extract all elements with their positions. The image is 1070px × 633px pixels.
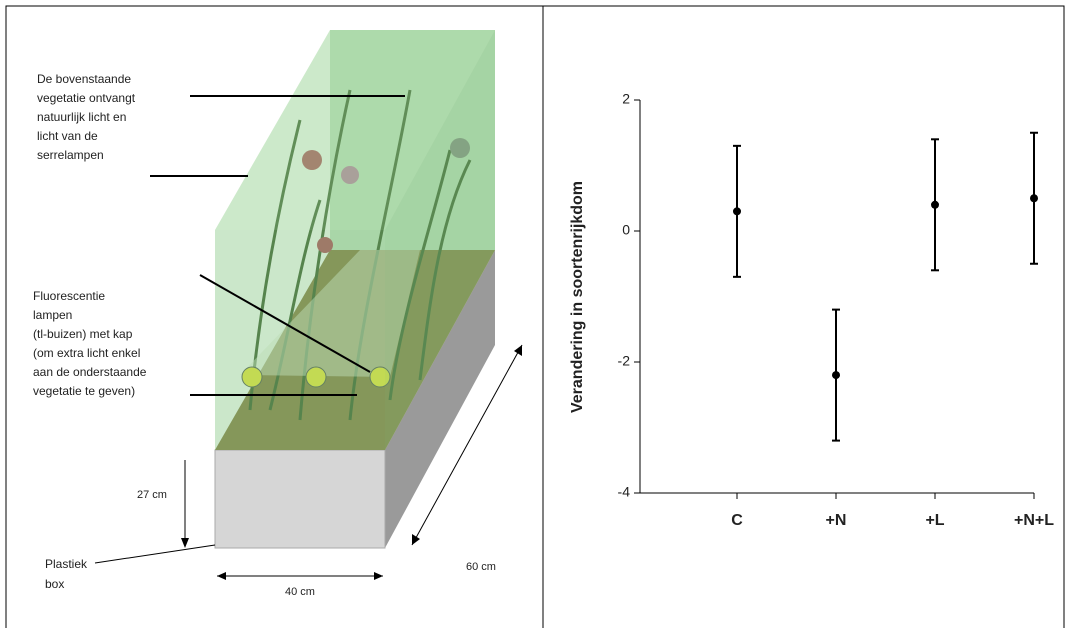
arrow-head: [181, 538, 189, 548]
arrow-head: [217, 572, 226, 580]
point: [733, 207, 741, 215]
label-line: serrelampen: [37, 148, 104, 162]
arrow-head: [514, 345, 522, 356]
y-axis-label: Verandering in soortenrijkdom: [569, 181, 586, 413]
x-tick-label: +N: [826, 512, 847, 529]
y-tick-label: 0: [622, 222, 630, 238]
point: [1030, 194, 1038, 202]
page: De bovenstaande vegetatie ontvangt natuu…: [0, 0, 1070, 633]
x-tick-label: C: [731, 512, 743, 529]
dimension: 60 cm: [466, 561, 496, 573]
frame: [6, 6, 1064, 628]
x-tick-label: +L: [925, 512, 944, 529]
y-tick-label: -4: [618, 484, 631, 500]
arrow-head: [374, 572, 383, 580]
y-tick-label: 2: [622, 91, 630, 107]
label-line: Plastiek: [45, 557, 88, 571]
y-tick-label: -2: [618, 353, 631, 369]
dimension: 27 cm: [137, 489, 167, 501]
label-line: De bovenstaande: [37, 72, 131, 86]
glass-front: [215, 230, 385, 450]
label-line: (om extra licht enkel: [33, 346, 140, 360]
label-line: Fluorescentie: [33, 289, 105, 303]
pointer: [95, 545, 215, 563]
box-front: [215, 450, 385, 548]
label-line: lampen: [33, 308, 72, 322]
label-line: aan de onderstaande: [33, 365, 147, 379]
label-line: box: [45, 577, 64, 591]
label-line: vegetatie te geven): [33, 384, 135, 398]
figure: De bovenstaande vegetatie ontvangt natuu…: [0, 0, 1070, 628]
point: [832, 371, 840, 379]
label-line: (tl-buizen) met kap: [33, 327, 133, 341]
arrow-head: [412, 534, 420, 545]
label-line: natuurlijk licht en: [37, 110, 126, 124]
x-tick-label: +N+L: [1014, 512, 1054, 529]
label-line: vegetatie ontvangt: [37, 91, 136, 105]
point: [931, 201, 939, 209]
dimension: 40 cm: [285, 586, 315, 598]
label-line: licht van de: [37, 129, 98, 143]
